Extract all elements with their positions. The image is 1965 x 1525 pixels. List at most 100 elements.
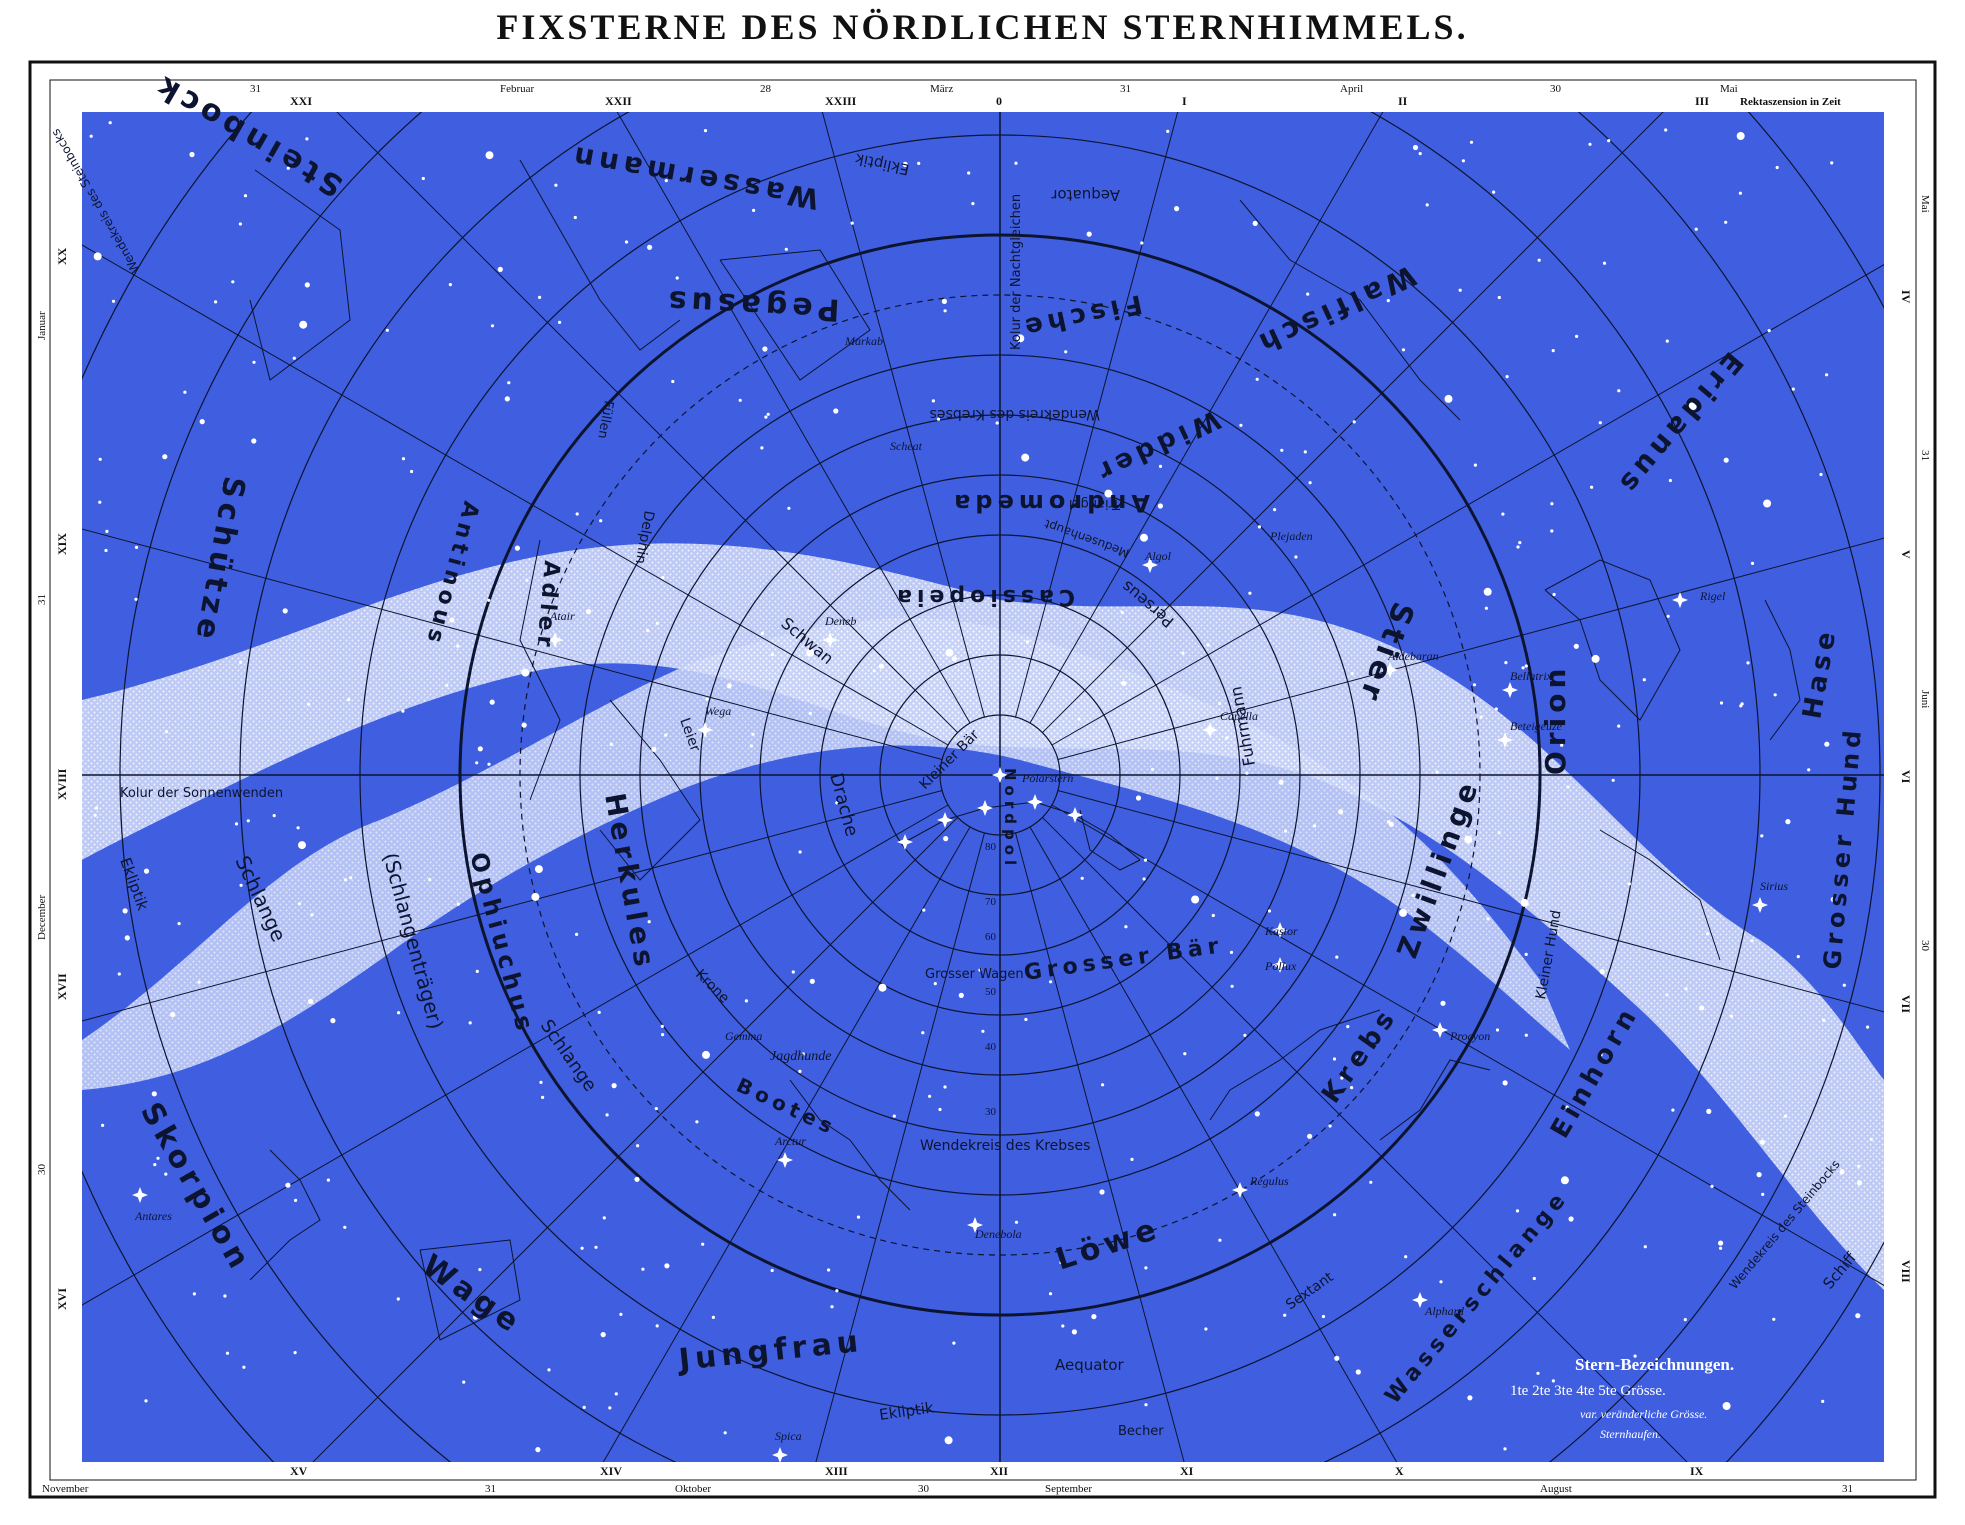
- star-dot: [1338, 809, 1344, 815]
- star-dot: [801, 1052, 805, 1056]
- star-dot: [478, 1268, 482, 1272]
- star-dot: [239, 883, 243, 887]
- star-dot: [597, 1010, 601, 1015]
- bottom-roman-xv: XV: [290, 1464, 308, 1478]
- bright-star: [1412, 1292, 1428, 1308]
- left-roman-xviii: XVIII: [55, 768, 69, 800]
- star-dot: [1099, 1189, 1105, 1195]
- star-beteigeuze: Beteigeuze: [1510, 719, 1563, 733]
- star-dot: [489, 699, 495, 705]
- top-date-30: 30: [1550, 83, 1562, 95]
- star-dot: [538, 295, 542, 299]
- top-roman-0: 0: [996, 94, 1002, 108]
- star-dot: [449, 617, 455, 623]
- star-dot: [272, 814, 276, 818]
- star-dot: [1772, 1317, 1776, 1321]
- top-roman-iii: III: [1695, 94, 1709, 108]
- star-dot: [1665, 993, 1669, 997]
- star-dot: [199, 419, 205, 425]
- star-dot: [347, 698, 351, 702]
- star-dot: [1016, 334, 1025, 343]
- star-dot: [1807, 768, 1811, 772]
- bottom-roman-x: X: [1395, 1464, 1404, 1478]
- star-dot: [608, 1406, 612, 1410]
- label-nordpol: Nordpol: [1001, 768, 1019, 870]
- top-date-31b: 31: [1120, 83, 1131, 95]
- right-roman-iv: IV: [1899, 290, 1913, 304]
- star-dot: [1599, 1053, 1603, 1057]
- star-dot: [1760, 834, 1764, 838]
- star-dot: [1830, 161, 1834, 165]
- star-dot: [770, 1268, 774, 1273]
- star-dot: [104, 548, 108, 553]
- star-dot: [229, 488, 233, 492]
- star-dot: [1332, 1057, 1337, 1061]
- star-dot: [1243, 1033, 1247, 1037]
- star-dot: [1064, 350, 1068, 354]
- hour-line: [821, 112, 985, 718]
- star-dot: [705, 697, 709, 701]
- star-dot: [1783, 1114, 1788, 1118]
- star-dot: [1021, 453, 1030, 462]
- star-dot: [164, 730, 169, 734]
- star-dot: [943, 836, 949, 842]
- bright-star: [992, 767, 1008, 783]
- star-dot: [222, 484, 226, 488]
- star-dot: [1252, 220, 1258, 226]
- top-edge-scale: XXI XXII XXIII 0 I II III Februar März A…: [250, 83, 1841, 108]
- star-dot: [711, 1315, 716, 1319]
- star-pollux: Pollux: [1264, 959, 1297, 973]
- hour-line: [312, 817, 958, 1462]
- star-dot: [1518, 541, 1522, 545]
- star-dot: [1746, 661, 1750, 665]
- star-dot: [1101, 1083, 1105, 1087]
- star-dot: [122, 908, 128, 914]
- star-dot: [671, 379, 675, 384]
- star-dot: [1642, 678, 1646, 682]
- star-dot: [487, 598, 491, 602]
- star-dot: [1061, 1324, 1065, 1328]
- star-kastor: Kastor: [1264, 924, 1298, 938]
- hour-line: [1042, 817, 1688, 1462]
- hour-line: [1051, 264, 1884, 746]
- star-deneb: Deneb: [824, 614, 856, 628]
- star-dot: [1350, 1086, 1354, 1090]
- star-dot: [535, 1447, 541, 1453]
- star-dot: [878, 663, 884, 669]
- star-dot: [1694, 227, 1698, 231]
- star-dot: [330, 1018, 336, 1024]
- right-roman-viii: VIII: [1899, 1260, 1913, 1283]
- legend-magnitudes: 1te 2te 3te 4te 5te Grösse.: [1510, 1383, 1666, 1399]
- star-dot: [791, 970, 795, 974]
- star-dot: [943, 1085, 947, 1089]
- star-dot: [1575, 334, 1579, 338]
- star-dot: [1335, 955, 1339, 959]
- star-dot: [1255, 377, 1259, 381]
- legend-cluster: Sternhaufen.: [1600, 1427, 1661, 1441]
- star-dot: [1144, 1266, 1148, 1270]
- star-dot: [1842, 983, 1846, 987]
- star-dot: [1386, 820, 1391, 824]
- bright-star: [132, 1187, 148, 1203]
- star-dot: [1024, 1017, 1028, 1022]
- star-dot: [646, 629, 650, 633]
- star-dot: [1144, 1403, 1148, 1407]
- star-field: [89, 121, 1873, 1462]
- star-dot: [981, 1029, 985, 1033]
- bright-star: [1067, 807, 1083, 823]
- star-dot: [1565, 1105, 1569, 1109]
- star-dot: [664, 1263, 670, 1269]
- star-dot: [305, 137, 309, 141]
- star-dot: [1130, 1157, 1134, 1161]
- bright-star: [822, 632, 838, 648]
- star-dot: [806, 648, 815, 657]
- star-dot: [827, 1268, 831, 1272]
- star-dot: [655, 1324, 659, 1328]
- star-dot: [541, 1095, 545, 1099]
- star-dot: [151, 1091, 157, 1097]
- star-dot: [1328, 1124, 1332, 1128]
- label-kolur-sonnenwenden: Kolur der Sonnenwenden: [120, 786, 283, 801]
- star-dot: [744, 999, 749, 1003]
